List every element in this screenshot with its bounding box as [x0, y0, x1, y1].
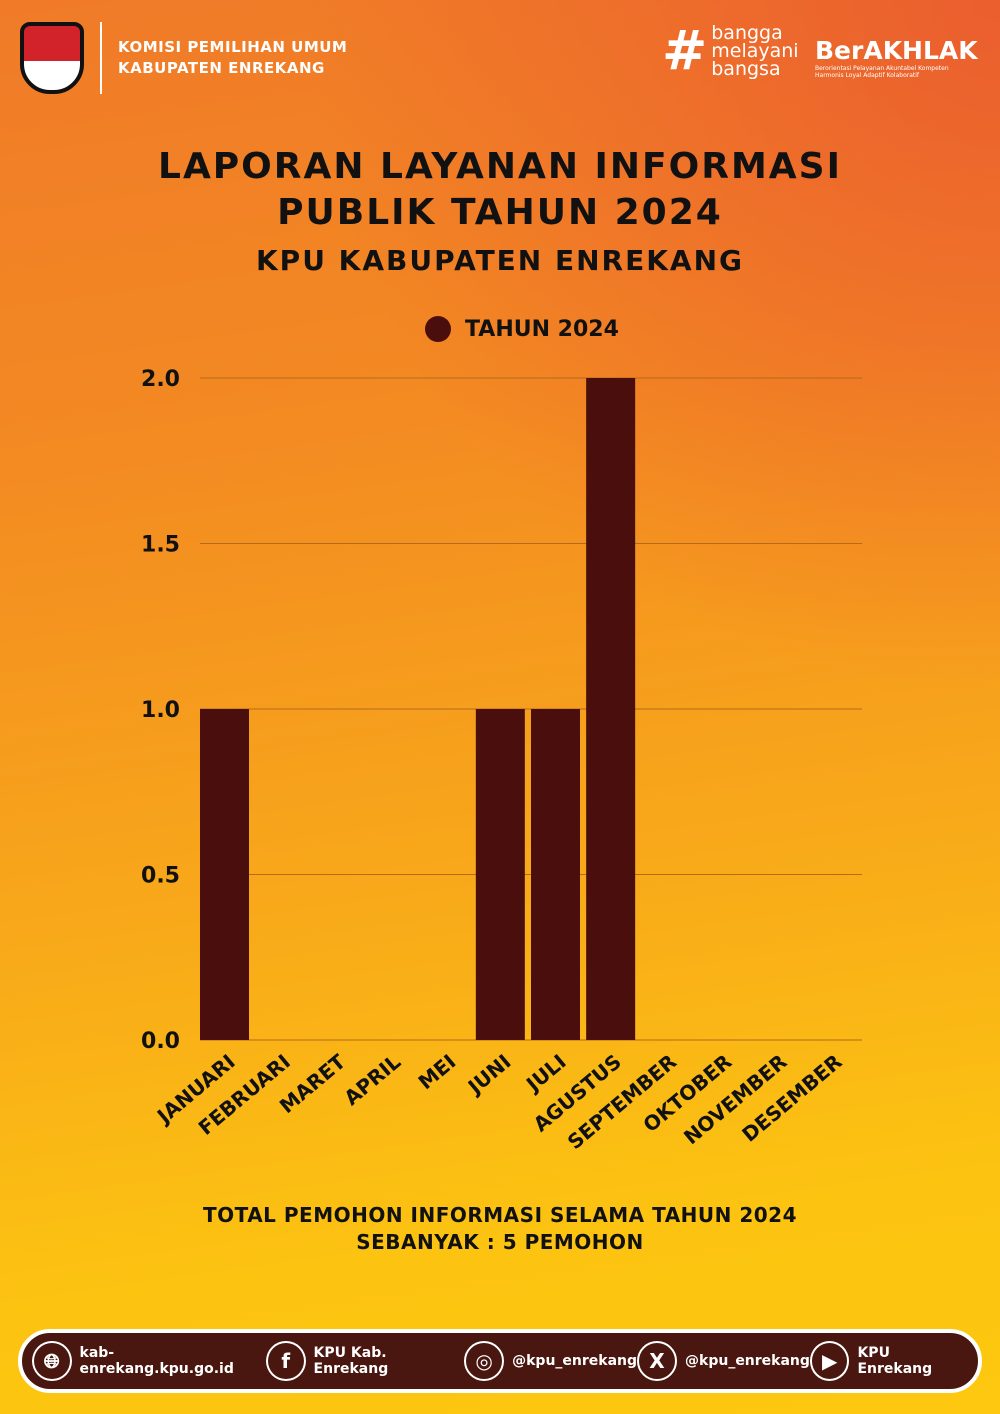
y-tick-label: 2.0 [141, 367, 180, 392]
x-label: @kpu_enrekang [685, 1353, 810, 1369]
x-icon: X [637, 1341, 678, 1381]
tagline-1: bangga [711, 22, 783, 44]
legend: TAHUN 2024 [425, 316, 619, 342]
legend-swatch [425, 316, 451, 342]
header: KOMISI PEMILIHAN UMUM KABUPATEN ENREKANG [20, 22, 347, 94]
y-tick-label: 1.5 [141, 533, 180, 558]
instagram-label: @kpu_enrekang [512, 1353, 638, 1369]
legend-label: TAHUN 2024 [465, 316, 619, 342]
berakhlak-logo: BerAKHLAK Berorientasi Pelayanan Akuntab… [815, 36, 978, 79]
title-line3: KPU KABUPATEN ENREKANG [255, 244, 745, 277]
youtube-label: KPU Enrekang [857, 1345, 933, 1377]
org-line2: KABUPATEN ENREKANG [118, 59, 325, 77]
x-tick-label: JUNI [462, 1049, 516, 1099]
footer-facebook[interactable]: f KPU Kab. Enrekang [266, 1341, 464, 1381]
tagline-3: bangsa [711, 58, 781, 80]
x-tick-label: APRIL [339, 1049, 405, 1110]
footer-x[interactable]: X @kpu_enrekang [637, 1341, 810, 1381]
org-line1: KOMISI PEMILIHAN UMUM [118, 38, 348, 56]
instagram-icon: ◎ [464, 1341, 505, 1381]
bar-juni [475, 709, 525, 1040]
title-line2: PUBLIK TAHUN 2024 [277, 192, 723, 233]
x-tick-label: MEI [414, 1049, 461, 1094]
footer-website[interactable]: 🌐︎ kab-enrekang.kpu.go.id [32, 1341, 266, 1381]
berakhlak-text: BerAKHLAK [815, 36, 978, 65]
title-line1: LAPORAN LAYANAN INFORMASI [158, 146, 842, 187]
footer-bar: 🌐︎ kab-enrekang.kpu.go.id f KPU Kab. Enrek… [18, 1329, 982, 1393]
bar-agustus [586, 378, 636, 1040]
y-tick-label: 0.5 [141, 864, 180, 889]
website-label: kab-enrekang.kpu.go.id [79, 1345, 234, 1377]
facebook-label: KPU Kab. Enrekang [313, 1345, 389, 1377]
kpu-logo [20, 22, 84, 94]
globe-icon: 🌐︎ [32, 1341, 72, 1381]
bar-chart: 0.00.51.01.52.0JANUARIFEBRUARIMARETAPRIL… [141, 367, 862, 1154]
bangga-melayani-logo: # bangga melayani bangsa [662, 19, 799, 82]
tagline-2: melayani [711, 40, 799, 62]
berakhlak-sub: Berorientasi Pelayanan Akuntabel Kompete… [815, 65, 949, 79]
y-tick-label: 0.0 [141, 1029, 180, 1054]
summary-line1: TOTAL PEMOHON INFORMASI SELAMA TAHUN 202… [202, 1203, 798, 1227]
summary-line2: SEBANYAK : 5 PEMOHON [356, 1230, 644, 1254]
divider [100, 22, 102, 94]
footer-youtube[interactable]: ▶ KPU Enrekang [809, 1341, 968, 1381]
footer-instagram[interactable]: ◎ @kpu_enrekang [464, 1341, 637, 1381]
bar-januari [200, 709, 249, 1040]
youtube-icon: ▶ [809, 1341, 850, 1381]
facebook-icon: f [266, 1341, 306, 1381]
y-tick-label: 1.0 [141, 698, 180, 723]
bar-juli [531, 709, 580, 1040]
